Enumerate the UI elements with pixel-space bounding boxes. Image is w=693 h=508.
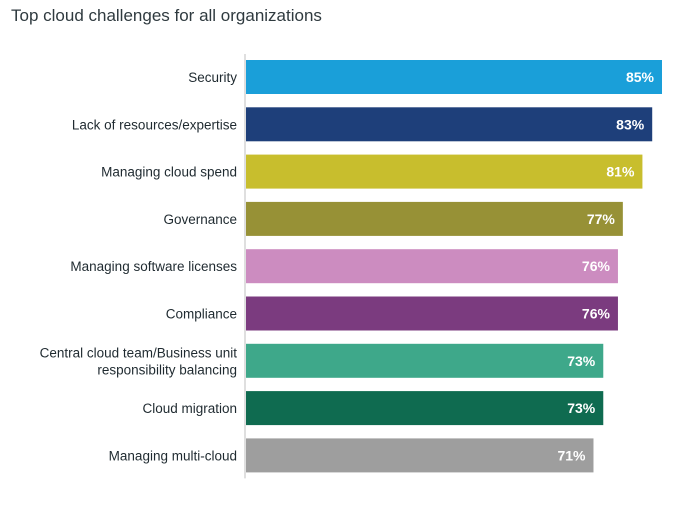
category-label: Managing software licenses [70, 259, 237, 274]
bar-value-label: 71% [557, 447, 586, 463]
bar-value-label: 81% [606, 164, 635, 180]
bar-value-label: 85% [626, 69, 655, 85]
category-label: Compliance [166, 307, 237, 322]
bar-value-label: 73% [567, 400, 596, 416]
bar-value-label: 76% [582, 306, 611, 322]
bar [246, 438, 594, 473]
category-label: Central cloud team/Business unit responsi… [40, 345, 238, 377]
bar-value-label: 83% [616, 116, 645, 132]
category-label: Security [188, 70, 237, 85]
category-label: Governance [163, 212, 237, 227]
bar [246, 107, 653, 142]
category-label: Managing cloud spend [101, 165, 237, 180]
bar [246, 296, 618, 331]
category-label: Cloud migration [142, 401, 237, 416]
bar-value-label: 77% [587, 211, 616, 227]
chart-title: Top cloud challenges for all organizatio… [11, 6, 322, 25]
bar-value-label: 76% [582, 258, 611, 274]
bar [246, 154, 643, 189]
bar [246, 343, 604, 378]
bar [246, 249, 618, 284]
category-label: Managing multi-cloud [109, 448, 237, 463]
bar [246, 60, 662, 94]
bar [246, 201, 623, 236]
category-label: Lack of resources/expertise [72, 117, 237, 132]
bar-value-label: 73% [567, 353, 596, 369]
bar [246, 391, 604, 426]
